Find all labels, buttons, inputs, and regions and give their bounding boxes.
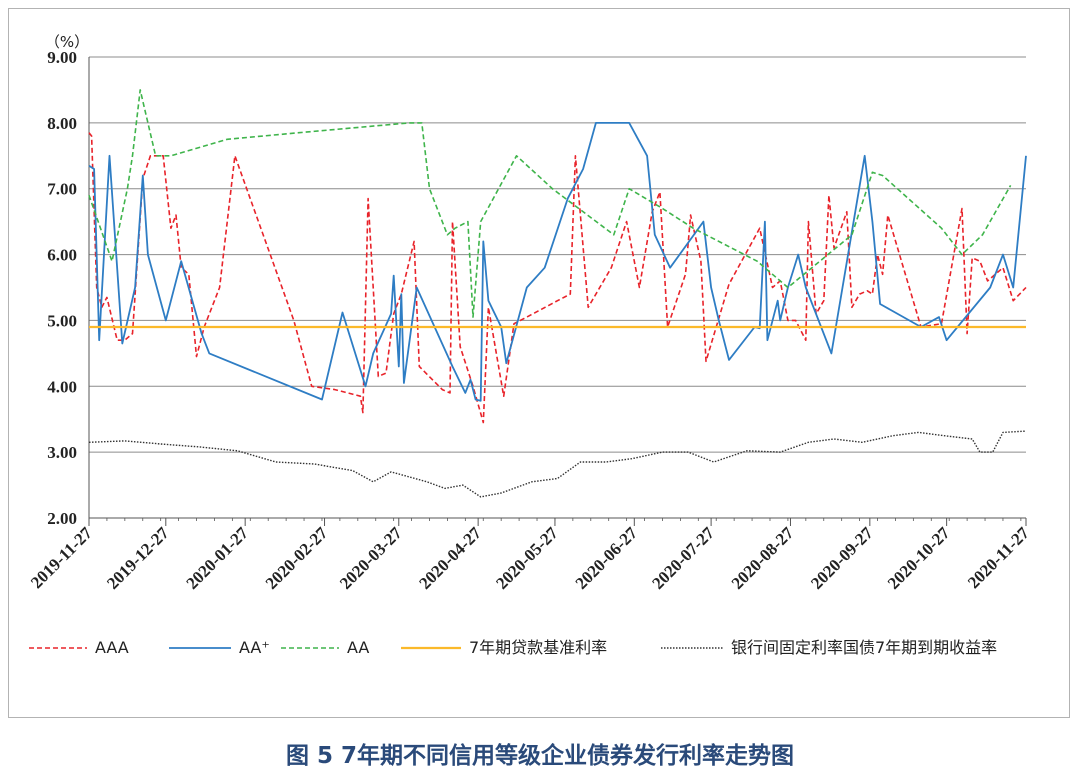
series-line-1 [88, 122, 1027, 402]
y-unit-label: （%） [45, 33, 89, 51]
x-tick-label: 2020-11-27 [964, 523, 1033, 592]
figure-caption: 图 5 7年期不同信用等级企业债券发行利率走势图 [285, 743, 795, 769]
y-tick-label: 9.00 [47, 48, 77, 67]
x-tick-label: 2020-05-27 [492, 523, 562, 593]
legend-label-0: AAA [95, 638, 129, 657]
x-tick-label: 2020-09-27 [807, 523, 877, 593]
x-tick-label: 2019-12-27 [103, 523, 173, 593]
x-tick-label: 2020-10-27 [884, 523, 954, 593]
legend-label-1: AA⁺ [239, 638, 270, 657]
y-tick-label: 3.00 [47, 443, 77, 462]
chart-frame: 2.00 3.00 4.00 5.00 6.00 7.00 8.00 9.00 （%） 2019-… [8, 8, 1070, 718]
x-tick-label: 2019-11-27 [27, 523, 96, 592]
y-tick-label: 2.00 [47, 509, 77, 528]
series-line-0 [88, 132, 1027, 424]
x-tick-label: 2020-03-27 [336, 523, 406, 593]
rate-trend-chart: 2.00 3.00 4.00 5.00 6.00 7.00 8.00 9.00（%） 2019-… [27, 33, 1033, 657]
y-tick-label: 8.00 [47, 114, 77, 133]
y-tick-label: 4.00 [47, 377, 77, 396]
y-tick-label: 5.00 [47, 311, 77, 330]
legend-label-2: AA [347, 638, 369, 657]
x-tick-label: 2020-02-27 [262, 523, 332, 593]
x-tick-label: 2020-08-27 [728, 523, 798, 593]
y-tick-label: 7.00 [47, 180, 77, 199]
series-line-2 [88, 89, 1012, 318]
y-tick-label: 6.00 [47, 246, 77, 265]
x-tick-label: 2020-04-27 [415, 523, 485, 593]
x-tick-label: 2020-07-27 [648, 523, 718, 593]
legend-label-3: 7年期贷款基准利率 [469, 638, 607, 657]
x-tick-label: 2020-06-27 [572, 523, 642, 593]
series-line-4 [88, 430, 1027, 498]
legend-label-4: 银行间固定利率国债7年期到期收益率 [731, 638, 997, 657]
x-tick-label: 2020-01-27 [182, 523, 252, 593]
